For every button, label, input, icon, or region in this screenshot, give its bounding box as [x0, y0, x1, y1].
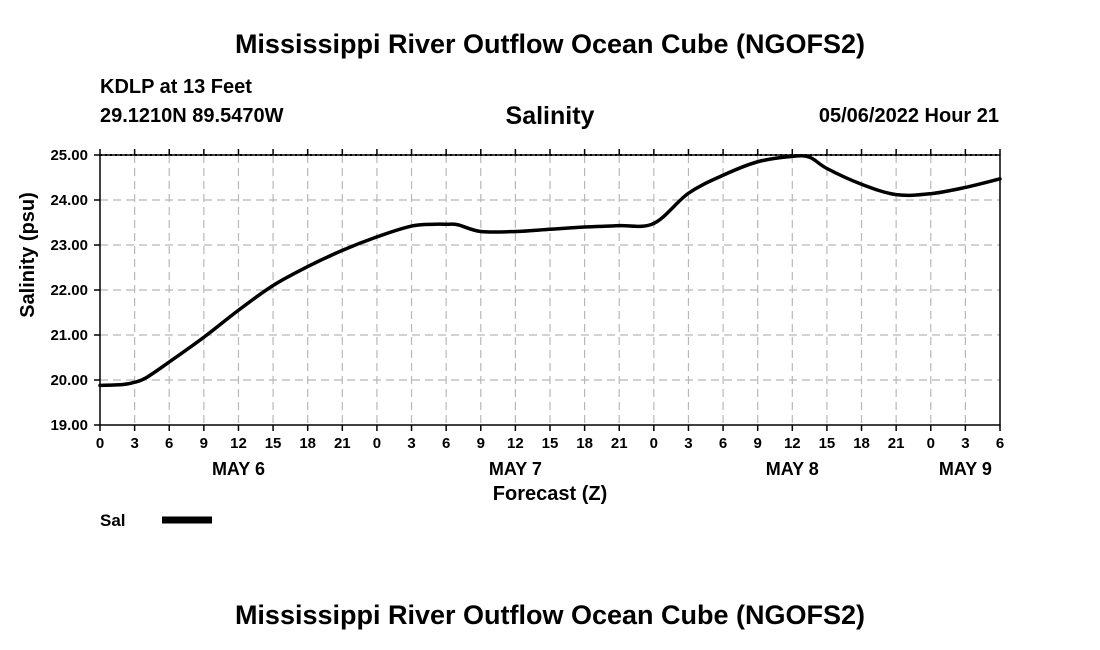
- day-label: MAY 6: [212, 459, 265, 479]
- x-tick-label: 12: [784, 435, 801, 452]
- x-tick-label: 6: [442, 435, 450, 452]
- legend-label: Sal: [100, 511, 126, 530]
- x-tick-label: 0: [373, 435, 381, 452]
- x-tick-label: 6: [719, 435, 727, 452]
- x-tick-label: 6: [996, 435, 1004, 452]
- forecast-timestamp: 05/06/2022 Hour 21: [818, 105, 999, 127]
- day-label: MAY 8: [766, 459, 819, 479]
- day-label: MAY 9: [939, 459, 992, 479]
- x-tick-label: 15: [542, 435, 559, 452]
- x-tick-label: 9: [200, 435, 208, 452]
- station-name: KDLP at 13 Feet: [100, 76, 252, 98]
- y-tick-label: 20.00: [50, 372, 88, 389]
- station-coordinates: 29.1210N 89.5470W: [100, 105, 284, 127]
- x-tick-label: 21: [334, 435, 351, 452]
- x-tick-label: 0: [96, 435, 104, 452]
- y-tick-label: 21.00: [50, 327, 88, 344]
- salinity-series-line: [98, 154, 1002, 388]
- x-tick-label: 0: [927, 435, 935, 452]
- x-tick-label: 18: [576, 435, 593, 452]
- x-tick-label: 15: [265, 435, 282, 452]
- x-tick-label: 6: [165, 435, 173, 452]
- x-tick-label: 21: [611, 435, 628, 452]
- x-tick-label: 18: [299, 435, 316, 452]
- y-tick-label: 23.00: [50, 237, 88, 254]
- x-tick-label: 18: [853, 435, 870, 452]
- y-tick-label: 19.00: [50, 417, 88, 434]
- x-axis-label: Forecast (Z): [493, 483, 607, 505]
- y-tick-label: 25.00: [50, 147, 88, 164]
- x-tick-label: 12: [230, 435, 247, 452]
- x-tick-label: 12: [507, 435, 524, 452]
- x-tick-label: 3: [130, 435, 138, 452]
- x-tick-label: 3: [684, 435, 692, 452]
- x-tick-label: 0: [650, 435, 658, 452]
- x-tick-label: 3: [961, 435, 969, 452]
- x-tick-label: 3: [407, 435, 415, 452]
- variable-title: Salinity: [505, 102, 595, 130]
- chart-title-top: Mississippi River Outflow Ocean Cube (NG…: [234, 29, 866, 59]
- x-tick-label: 9: [477, 435, 485, 452]
- day-label: MAY 7: [489, 459, 542, 479]
- x-tick-label: 9: [754, 435, 762, 452]
- y-tick-label: 22.00: [50, 282, 88, 299]
- y-tick-label: 24.00: [50, 192, 88, 209]
- y-axis-label: Salinity (psu): [17, 192, 39, 318]
- x-tick-label: 21: [888, 435, 905, 452]
- x-tick-label: 15: [819, 435, 836, 452]
- chart-title-bottom: Mississippi River Outflow Ocean Cube (NG…: [234, 600, 866, 630]
